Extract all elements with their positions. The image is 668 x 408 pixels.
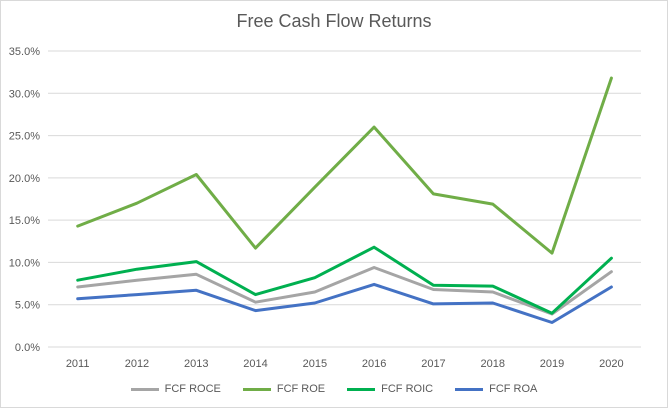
- legend-item: FCF ROCE: [130, 383, 221, 395]
- series-line-fcf-roa: [76, 282, 613, 324]
- x-tick-label: 2012: [125, 358, 149, 370]
- y-tick-label: 20.0%: [9, 173, 40, 185]
- x-tick-label: 2018: [481, 358, 505, 370]
- legend-label: FCF ROE: [276, 383, 326, 395]
- legend-item: FCF ROE: [242, 383, 326, 395]
- y-tick-label: 30.0%: [9, 88, 40, 100]
- x-tick-label: 2020: [599, 358, 623, 370]
- x-tick-label: 2013: [184, 358, 208, 370]
- legend-item: FCF ROA: [455, 383, 537, 395]
- x-tick-label: 2019: [540, 358, 564, 370]
- chart-legend: FCF ROCE FCF ROE FCF ROIC FCF ROA: [1, 383, 667, 395]
- y-tick-label: 10.0%: [9, 257, 40, 269]
- legend-item: FCF ROIC: [347, 383, 433, 395]
- series-line-fcf-roce: [76, 266, 613, 316]
- series-line-fcf-roic: [76, 245, 613, 315]
- legend-label: FCF ROIC: [381, 383, 434, 395]
- x-tick-label: 2016: [362, 358, 386, 370]
- y-tick-label: 25.0%: [9, 131, 40, 143]
- y-tick-label: 0.0%: [15, 342, 40, 354]
- x-tick-label: 2015: [303, 358, 327, 370]
- x-tick-label: 2017: [421, 358, 445, 370]
- y-tick-label: 35.0%: [9, 46, 40, 58]
- legend-label: FCF ROCE: [164, 383, 221, 395]
- series-line-fcf-roe: [76, 76, 613, 255]
- legend-swatch: [242, 387, 271, 391]
- x-tick-label: 2011: [66, 358, 90, 370]
- legend-swatch: [130, 387, 159, 391]
- legend-label: FCF ROA: [489, 383, 538, 395]
- y-tick-label: 5.0%: [15, 300, 40, 312]
- y-tick-label: 15.0%: [9, 215, 40, 227]
- legend-swatch: [347, 387, 376, 391]
- legend-swatch: [455, 387, 484, 391]
- x-tick-label: 2014: [243, 358, 267, 370]
- chart-title: Free Cash Flow Returns: [236, 11, 432, 31]
